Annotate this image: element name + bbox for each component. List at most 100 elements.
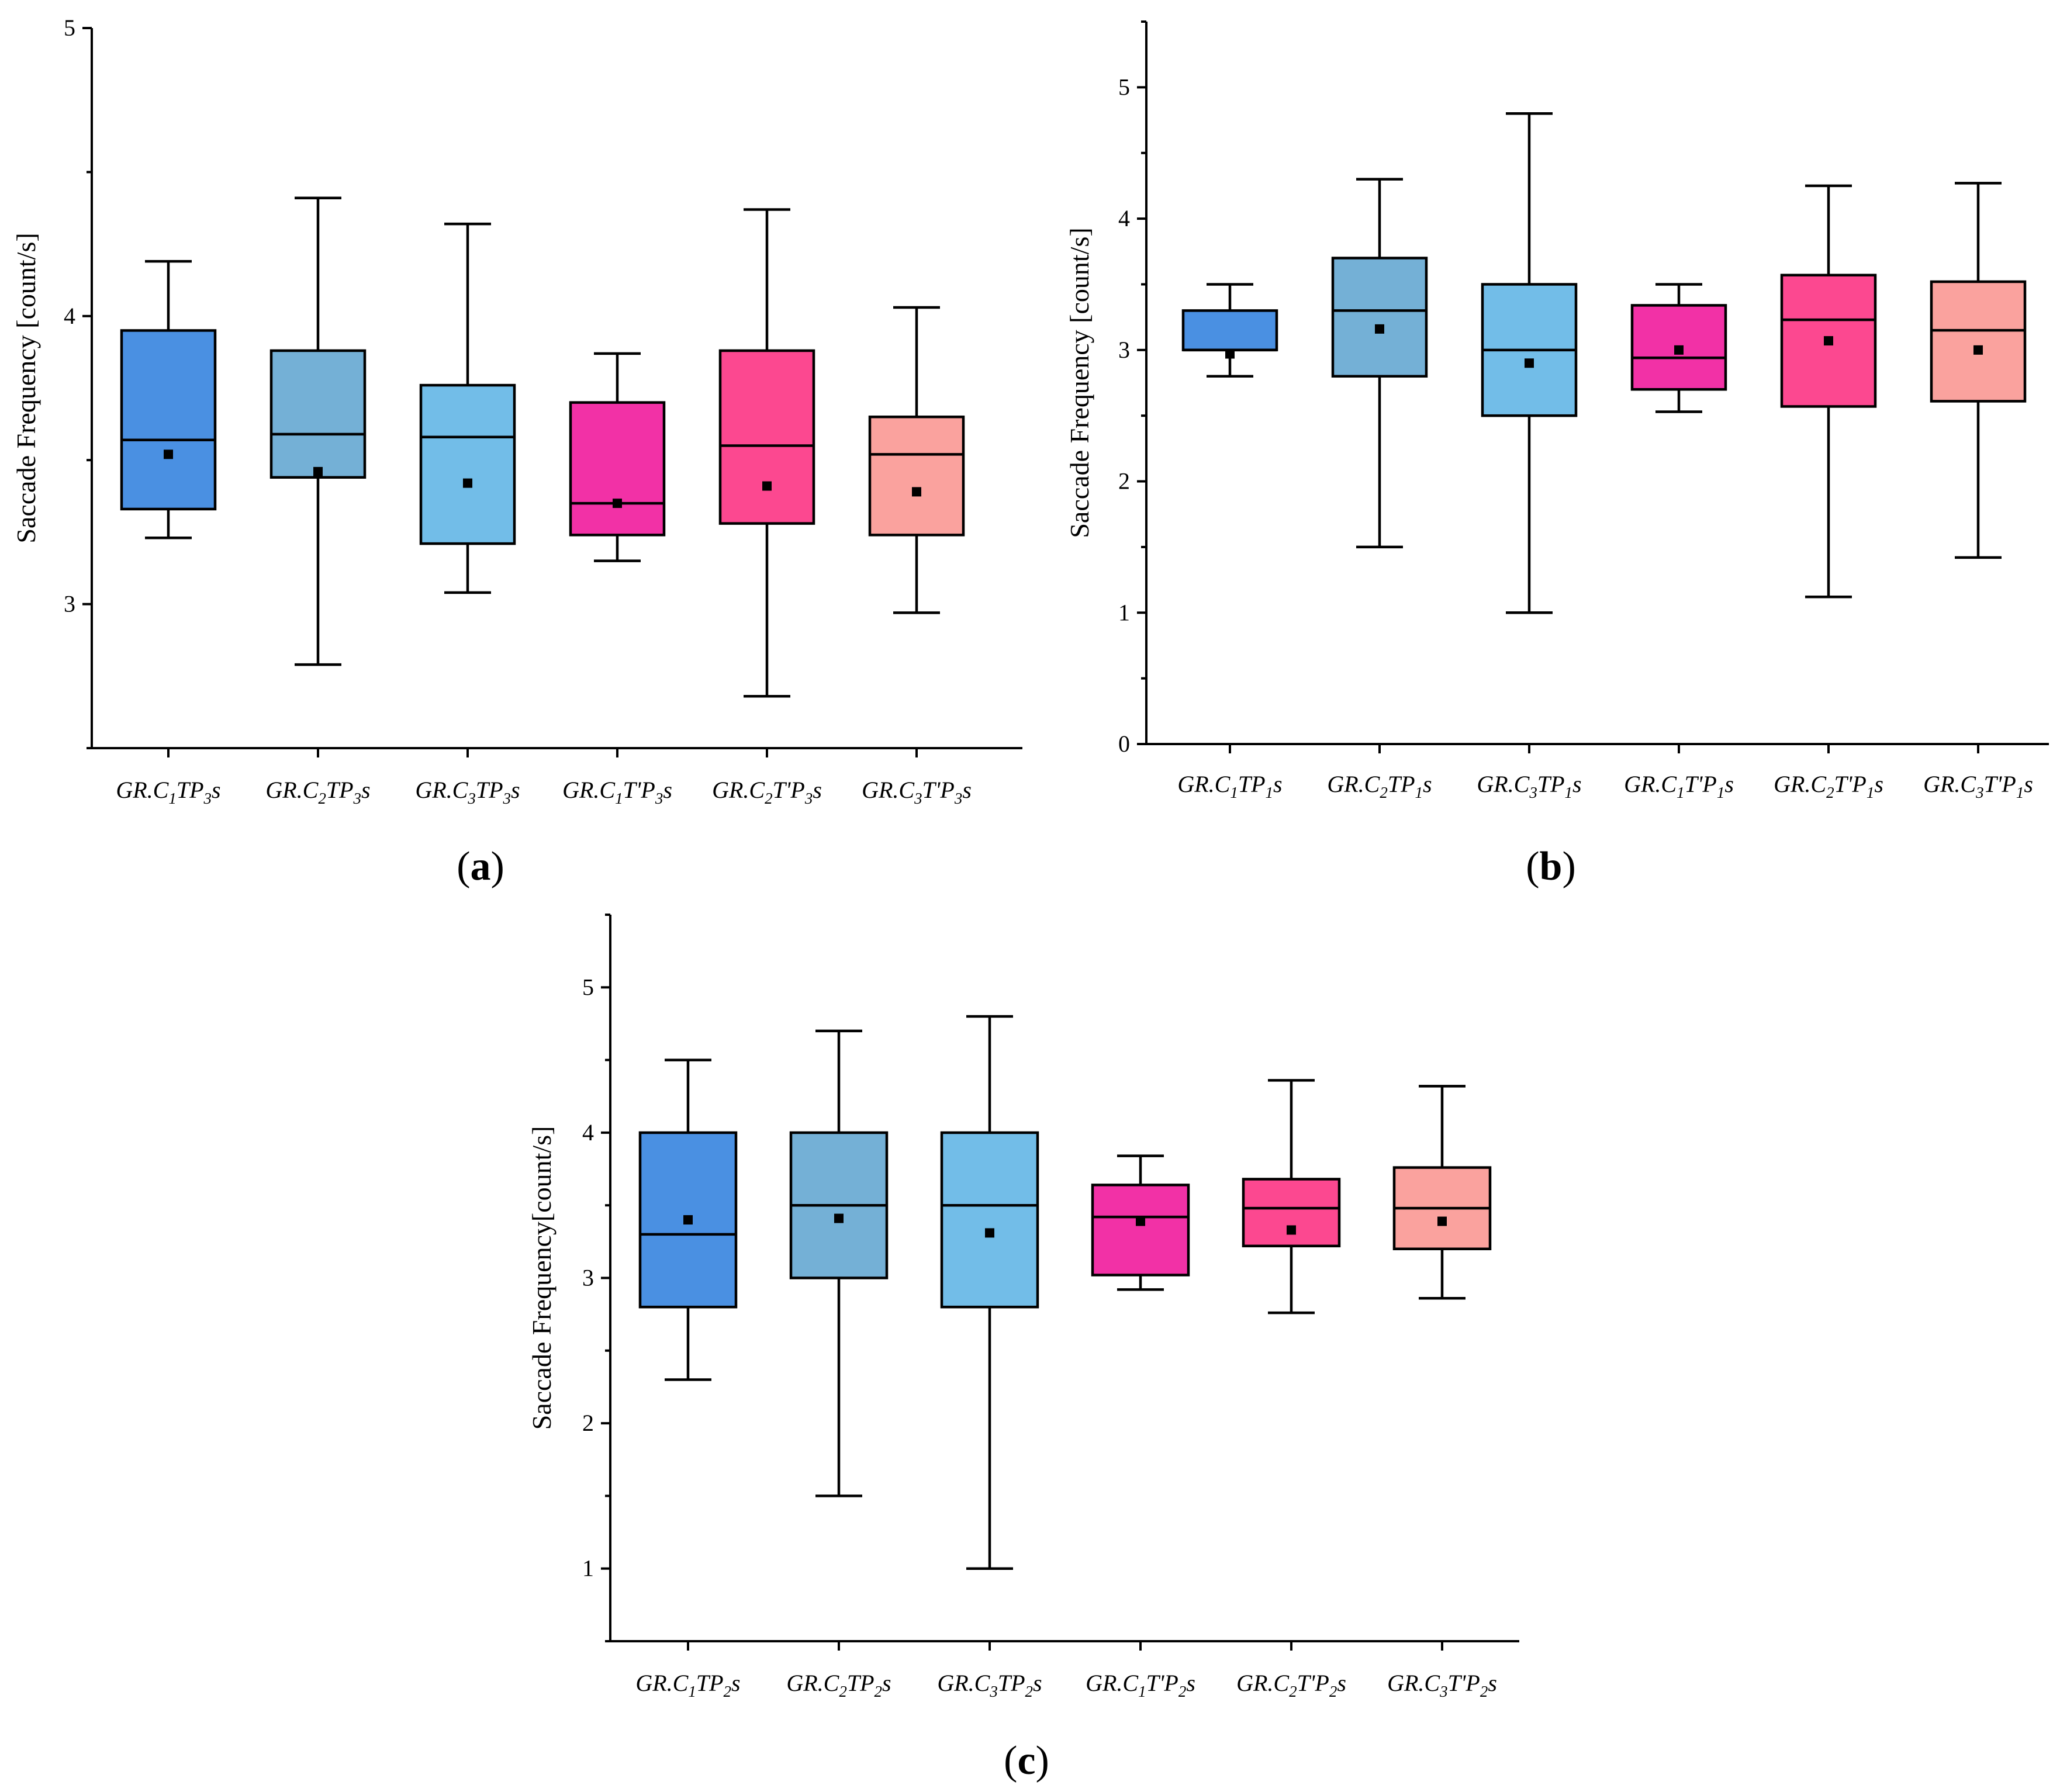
box-plot-6 xyxy=(1392,1085,1492,1300)
category-text: GR.C xyxy=(862,777,915,803)
box-plot-1 xyxy=(120,260,217,539)
category-text: GR.C xyxy=(1624,771,1677,797)
iqr-box xyxy=(269,349,367,479)
category-label: GR.C3TP1s xyxy=(1477,771,1581,801)
box-plot-1 xyxy=(638,1058,738,1381)
y-tick-label: 4 xyxy=(1118,205,1130,231)
box-plot-2 xyxy=(1331,178,1428,549)
category-label: GR.C3TP3s xyxy=(415,777,520,807)
iqr-box xyxy=(1331,257,1428,378)
panel-label-letter: a xyxy=(471,844,491,889)
category-text: GR.C xyxy=(712,777,765,803)
y-axis-title: Saccade Frequency [count/s] xyxy=(11,233,41,543)
category-label: GR.C2TP3s xyxy=(265,777,370,807)
category-text: GR.C xyxy=(116,777,169,803)
mean-marker xyxy=(762,481,772,491)
category-subscript: 2 xyxy=(875,1683,883,1700)
category-text: GR.C xyxy=(1387,1670,1440,1696)
category-text: GR.C xyxy=(415,777,468,803)
category-text: s xyxy=(1186,1670,1195,1696)
category-text: T'P xyxy=(1984,771,2016,797)
panel-label-letter: b xyxy=(1540,844,1563,889)
category-label: GR.C2T'P2s xyxy=(1236,1670,1346,1700)
box-plot-5 xyxy=(1780,184,1877,599)
iqr-box xyxy=(1242,1178,1341,1248)
mean-marker xyxy=(463,478,472,488)
category-subscript: 2 xyxy=(1289,1683,1297,1700)
category-label: GR.C2T'P3s xyxy=(712,777,822,807)
category-text: s xyxy=(1572,771,1582,797)
category-text: TP xyxy=(1388,771,1415,797)
mean-marker xyxy=(1375,324,1384,334)
box-plot-3 xyxy=(1481,112,1578,614)
iqr-box xyxy=(120,329,217,511)
category-text: s xyxy=(1033,1670,1042,1696)
category-text: GR.C xyxy=(1477,771,1530,797)
y-tick-label: 0 xyxy=(1118,731,1130,757)
mean-marker xyxy=(1525,358,1534,368)
box-plot-4 xyxy=(569,352,666,562)
category-text: GR.C xyxy=(1327,771,1380,797)
category-subscript: 2 xyxy=(724,1683,732,1700)
mean-marker xyxy=(1437,1216,1447,1226)
mean-marker xyxy=(613,499,622,508)
category-text: s xyxy=(1874,771,1883,797)
category-text: s xyxy=(511,777,520,803)
category-text: s xyxy=(1724,771,1734,797)
category-text: s xyxy=(962,777,972,803)
category-subscript: 3 xyxy=(353,790,362,807)
category-text: TP xyxy=(1238,771,1266,797)
y-tick-label: 2 xyxy=(1118,468,1130,494)
category-text: GR.C xyxy=(937,1670,990,1696)
y-tick-label: 5 xyxy=(64,15,75,41)
box-plot-3 xyxy=(419,222,516,594)
box-plot-3 xyxy=(940,1015,1039,1570)
mean-marker xyxy=(1287,1225,1296,1235)
box-plot-4 xyxy=(1630,283,1727,413)
category-text: T'P xyxy=(1297,1670,1329,1696)
category-subscript: 1 xyxy=(1867,784,1875,801)
category-subscript: 1 xyxy=(1717,784,1725,801)
box-plot-6 xyxy=(868,306,965,614)
y-axis-title: Saccade Frequency [count/s] xyxy=(1064,227,1094,538)
category-label: GR.C3T'P3s xyxy=(862,777,972,807)
category-subscript: 2 xyxy=(1025,1683,1034,1700)
category-text: s xyxy=(663,777,672,803)
box-plot-2 xyxy=(789,1029,889,1497)
category-text: TP xyxy=(696,1670,724,1696)
mean-marker xyxy=(985,1228,994,1238)
category-subscript: 2 xyxy=(1826,784,1834,801)
category-subscript: 1 xyxy=(2016,784,2024,801)
category-subscript: 2 xyxy=(839,1683,847,1700)
category-subscript: 2 xyxy=(318,790,326,807)
panel-label-close-paren: ) xyxy=(491,844,504,889)
category-text: GR.C xyxy=(1774,771,1827,797)
category-label: GR.C3T'P1s xyxy=(1923,771,2033,801)
y-tick-label: 4 xyxy=(582,1119,594,1146)
mean-marker xyxy=(1674,345,1684,355)
category-text: s xyxy=(212,777,221,803)
category-subscript: 1 xyxy=(1230,784,1238,801)
panel-label-close-paren: ) xyxy=(1562,844,1575,889)
category-subscript: 3 xyxy=(1529,784,1537,801)
category-text: GR.C xyxy=(1177,771,1231,797)
category-label: GR.C1T'P3s xyxy=(562,777,672,807)
mean-marker xyxy=(834,1213,844,1223)
box-plot-6 xyxy=(1930,182,2027,559)
category-label: GR.C3TP2s xyxy=(937,1670,1042,1700)
y-tick-label: 4 xyxy=(64,303,75,329)
box-plot-5 xyxy=(718,208,815,698)
category-label: GR.C2T'P1s xyxy=(1774,771,1883,801)
category-subscript: 2 xyxy=(1480,1683,1488,1700)
panel-label: (b) xyxy=(1526,844,1576,889)
category-text: GR.C xyxy=(1923,771,1976,797)
iqr-box xyxy=(419,383,516,545)
category-text: GR.C xyxy=(786,1670,839,1696)
category-text: s xyxy=(1488,1670,1497,1696)
category-text: TP xyxy=(476,777,503,803)
category-text: GR.C xyxy=(1086,1670,1139,1696)
category-subscript: 2 xyxy=(1329,1683,1337,1700)
category-subscript: 1 xyxy=(688,1683,696,1700)
